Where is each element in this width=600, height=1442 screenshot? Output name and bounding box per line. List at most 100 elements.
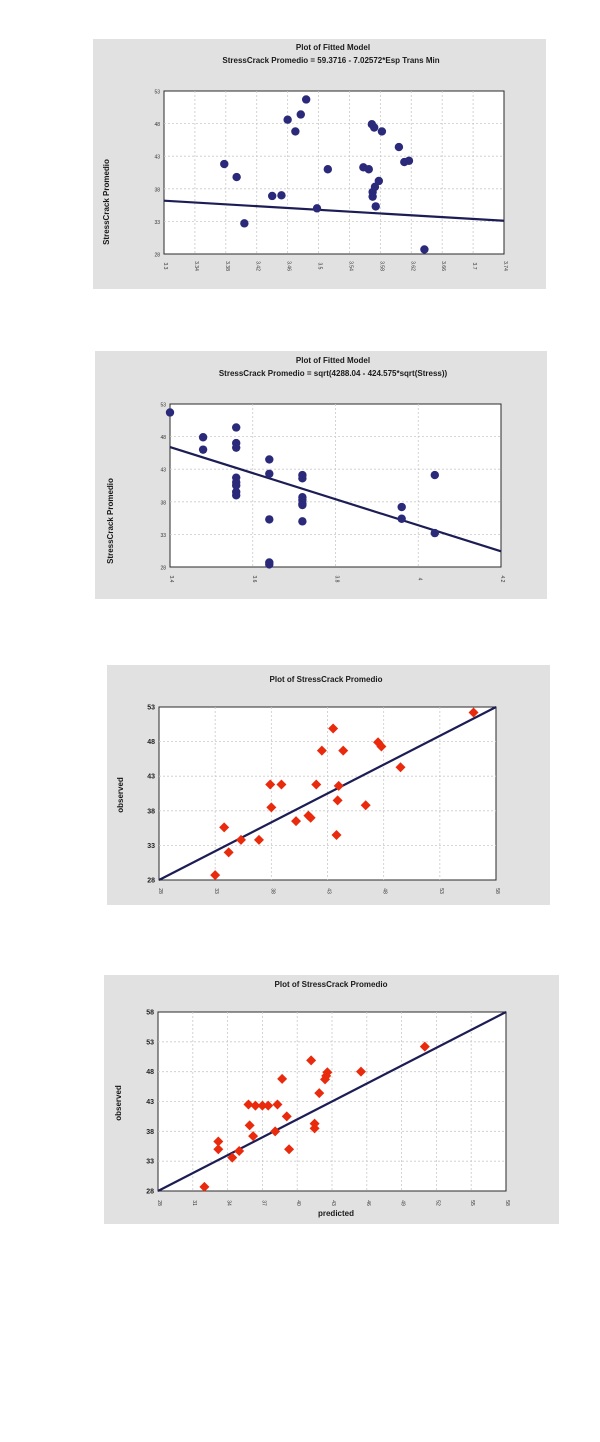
y-tick-label: 28 (147, 878, 155, 885)
x-tick-label: 31 (191, 1200, 197, 1206)
y-tick-label: 48 (146, 1069, 154, 1076)
y-tick-label: 53 (146, 1039, 154, 1046)
data-point (306, 1055, 317, 1066)
data-point (213, 1136, 224, 1147)
data-point (397, 514, 406, 523)
x-tick-label: 3.66 (440, 261, 446, 271)
y-axis-label: StressCrack Promedio (102, 159, 111, 245)
data-point (244, 1120, 255, 1131)
y-tick-label: 43 (154, 155, 160, 161)
data-point (253, 834, 264, 845)
x-tick-label: 3.46 (286, 261, 292, 271)
data-point (298, 517, 307, 526)
data-point (263, 1100, 274, 1111)
data-point (316, 745, 327, 756)
y-tick-label: 48 (154, 122, 160, 128)
data-point (223, 847, 234, 858)
data-point (322, 1067, 333, 1078)
x-tick-label: 46 (365, 1200, 371, 1206)
data-point (220, 159, 229, 169)
data-point (165, 408, 175, 417)
data-point (331, 830, 342, 841)
data-point (250, 1100, 261, 1111)
chart-panel-3: Plot of StressCrack Promedio observed 28… (107, 665, 550, 905)
chart-title: Plot of Fitted Model (296, 43, 370, 52)
data-point (360, 800, 371, 811)
data-point (210, 870, 221, 881)
y-tick-label: 43 (146, 1099, 154, 1106)
data-point (376, 741, 387, 752)
data-point (374, 176, 384, 186)
chart-subtitle: StressCrack Promedio = 59.3716 - 7.02572… (222, 56, 439, 65)
data-point (430, 470, 439, 480)
chart-subtitle: StressCrack Promedio = sqrt(4288.04 - 42… (219, 369, 448, 378)
y-tick-label: 53 (147, 705, 155, 712)
data-point (265, 469, 274, 478)
data-point (281, 1111, 292, 1122)
data-point (198, 445, 208, 454)
data-point (234, 1146, 245, 1157)
data-point (311, 779, 322, 790)
x-tick-label: 38 (269, 888, 275, 894)
data-point (368, 192, 377, 201)
x-tick-label: 40 (295, 1200, 301, 1206)
y-tick-label: 48 (160, 435, 166, 441)
data-point (265, 779, 276, 790)
x-tick-label: 3.54 (347, 261, 353, 271)
data-point (291, 816, 302, 827)
x-tick-label: 58 (504, 1200, 510, 1206)
data-point (323, 165, 333, 174)
x-tick-label: 28 (157, 888, 163, 894)
data-point (232, 443, 241, 452)
plot-area: 3.3 3.34 3.38 3.42 3.46 3.5 3.54 3.58 3.62 3.66 3.… (154, 90, 508, 272)
data-point (298, 474, 307, 483)
chart-svg-3: Plot of StressCrack Promedio observed 28… (116, 675, 500, 894)
x-tick-label: 53 (438, 888, 444, 894)
x-tick-label: 43 (326, 888, 332, 894)
data-point (240, 219, 249, 228)
fit-line (157, 1011, 507, 1192)
x-tick-label: 37 (260, 1200, 266, 1206)
data-point (277, 191, 286, 200)
x-tick-label: 3.62 (409, 261, 415, 271)
data-point (301, 95, 311, 104)
y-tick-label: 38 (147, 808, 155, 815)
data-point (328, 723, 339, 734)
y-tick-label: 33 (154, 220, 160, 226)
data-point (199, 1181, 210, 1192)
chart-title: Plot of Fitted Model (296, 356, 370, 365)
y-tick-label: 38 (160, 500, 166, 506)
x-tick-label: 4 (416, 578, 422, 581)
y-axis-label: StressCrack Promedio (106, 478, 115, 564)
fit-line (169, 445, 502, 553)
data-point (227, 1152, 238, 1163)
x-tick-label: 55 (469, 1200, 475, 1206)
chart-panel-1: Plot of Fitted Model StressCrack Promedi… (93, 39, 546, 289)
data-point (333, 780, 344, 791)
y-tick-label: 33 (147, 843, 155, 850)
y-tick-label: 43 (147, 774, 155, 781)
y-tick-label: 28 (154, 253, 160, 259)
data-point (332, 795, 343, 806)
data-point (312, 204, 322, 213)
data-point (338, 745, 349, 756)
data-point (377, 127, 387, 136)
x-tick-label: 58 (494, 888, 500, 894)
x-tick-label: 43 (330, 1200, 336, 1206)
data-point (236, 834, 247, 845)
data-point (356, 1066, 366, 1077)
fit-line (158, 706, 497, 881)
x-tick-label: 3.42 (255, 261, 261, 271)
x-tick-label: 3.6 (251, 576, 257, 583)
data-point (283, 115, 292, 124)
plot-area: 28 31 34 37 40 43 46 49 52 55 58 58 53 48 43 38 33 28 (146, 1010, 510, 1206)
y-tick-label: 33 (146, 1159, 154, 1166)
y-tick-label: 28 (146, 1189, 154, 1196)
x-tick-label: 3.58 (378, 261, 384, 271)
data-point (213, 1144, 224, 1155)
data-point (468, 707, 479, 718)
x-tick-label: 3.38 (224, 261, 230, 271)
x-tick-label: 33 (213, 888, 219, 894)
x-tick-label: 48 (382, 888, 388, 894)
data-point (198, 433, 208, 442)
